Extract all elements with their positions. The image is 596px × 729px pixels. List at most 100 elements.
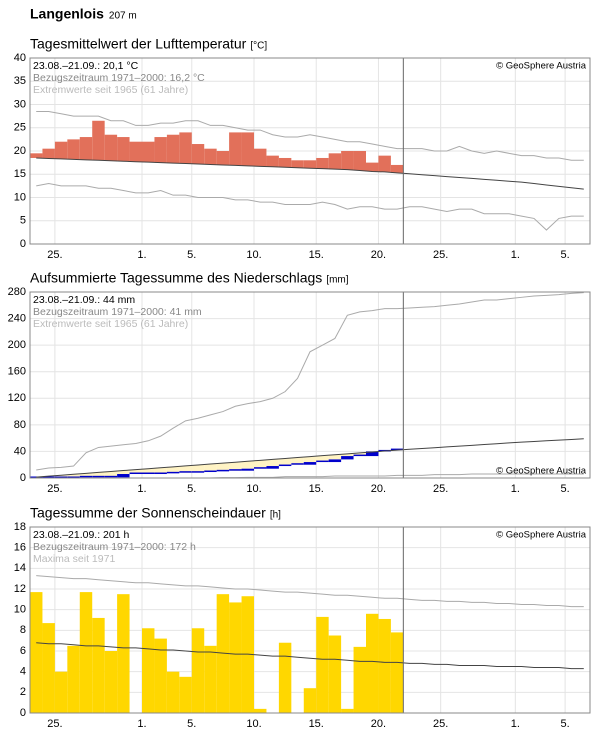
precip-step bbox=[254, 467, 267, 469]
bar bbox=[390, 164, 404, 173]
annotation: 23.08.–21.09.: 20,1 °C bbox=[33, 60, 139, 72]
y-tick-label: 40 bbox=[14, 52, 26, 64]
x-tick-label: 5. bbox=[187, 483, 196, 495]
bar bbox=[353, 646, 366, 713]
bar bbox=[216, 594, 230, 713]
x-tick-label: 5. bbox=[187, 249, 196, 261]
deficit-fill bbox=[191, 464, 205, 473]
x-tick-label: 1. bbox=[511, 718, 520, 729]
deficit-fill bbox=[353, 452, 366, 457]
bar bbox=[341, 151, 354, 170]
chart-unit: [h] bbox=[270, 510, 281, 521]
bar bbox=[142, 141, 155, 163]
deficit-fill bbox=[179, 465, 192, 473]
precip-step bbox=[79, 475, 93, 478]
deficit-fill bbox=[229, 462, 242, 471]
y-tick-label: 12 bbox=[14, 583, 26, 595]
bar bbox=[79, 137, 93, 160]
y-tick-label: 25 bbox=[14, 122, 26, 134]
deficit-fill bbox=[316, 455, 329, 463]
station-elevation: 207 m bbox=[109, 11, 137, 22]
x-tick-label: 25. bbox=[433, 249, 448, 261]
deficit-fill bbox=[254, 460, 267, 469]
x-tick-label: 10. bbox=[246, 718, 261, 729]
x-tick-label: 20. bbox=[371, 483, 386, 495]
bar bbox=[328, 153, 342, 170]
y-tick-label: 0 bbox=[20, 707, 26, 719]
bar bbox=[366, 162, 379, 172]
precip-step bbox=[266, 466, 279, 469]
y-tick-label: 120 bbox=[8, 392, 26, 404]
deficit-fill bbox=[303, 456, 317, 463]
annotation: Bezugszeitraum 1971–2000: 16,2 °C bbox=[33, 72, 205, 84]
y-tick-label: 280 bbox=[8, 286, 26, 298]
bar bbox=[79, 592, 93, 713]
bar bbox=[104, 651, 118, 713]
bar bbox=[254, 708, 267, 713]
bar bbox=[117, 137, 130, 162]
x-tick-label: 1. bbox=[137, 718, 146, 729]
y-tick-label: 18 bbox=[14, 521, 26, 533]
bar bbox=[30, 592, 43, 713]
bar bbox=[142, 628, 155, 713]
y-tick-label: 20 bbox=[14, 145, 26, 157]
bar bbox=[241, 132, 254, 166]
bar bbox=[179, 676, 192, 713]
deficit-fill bbox=[67, 474, 80, 478]
y-tick-label: 35 bbox=[14, 75, 26, 87]
bar bbox=[229, 132, 242, 166]
bar bbox=[316, 616, 329, 713]
bar bbox=[30, 153, 43, 158]
bar bbox=[54, 671, 68, 713]
x-tick-label: 25. bbox=[47, 483, 62, 495]
precip-step bbox=[67, 476, 80, 478]
bar bbox=[366, 613, 379, 713]
x-tick-label: 25. bbox=[47, 249, 62, 261]
max-line bbox=[36, 575, 584, 608]
deficit-fill bbox=[129, 469, 142, 475]
plot-frame bbox=[29, 526, 591, 714]
bar bbox=[166, 671, 180, 713]
precip-step bbox=[104, 475, 118, 478]
bar bbox=[179, 132, 192, 164]
bar bbox=[316, 157, 329, 169]
x-tick-label: 10. bbox=[246, 483, 261, 495]
x-tick-label: 20. bbox=[371, 249, 386, 261]
annotation: 23.08.–21.09.: 44 mm bbox=[33, 294, 135, 306]
copyright: © GeoSphere Austria bbox=[496, 61, 587, 72]
precip-step bbox=[229, 469, 242, 471]
chart-unit: [mm] bbox=[326, 275, 348, 286]
bar bbox=[303, 688, 317, 713]
x-tick-label: 5. bbox=[561, 718, 570, 729]
bar bbox=[390, 632, 404, 713]
x-tick-label: 15. bbox=[309, 718, 324, 729]
x-tick-label: 1. bbox=[137, 249, 146, 261]
precip-step bbox=[390, 448, 404, 451]
x-tick-label: 20. bbox=[371, 718, 386, 729]
x-tick-label: 5. bbox=[187, 718, 196, 729]
x-tick-label: 15. bbox=[309, 483, 324, 495]
precip-step bbox=[179, 471, 192, 473]
y-tick-label: 240 bbox=[8, 312, 26, 324]
bar bbox=[328, 635, 342, 713]
deficit-fill bbox=[79, 473, 93, 478]
x-tick-label: 15. bbox=[309, 249, 324, 261]
annotation: 23.08.–21.09.: 201 h bbox=[33, 529, 129, 541]
deficit-fill bbox=[142, 468, 155, 475]
annotation: Maxima seit 1971 bbox=[33, 553, 115, 565]
bar bbox=[254, 148, 267, 167]
precip-step bbox=[142, 472, 155, 475]
bar bbox=[291, 160, 304, 168]
precip-step bbox=[129, 472, 142, 475]
x-tick-label: 25. bbox=[433, 483, 448, 495]
normal-line bbox=[36, 642, 584, 670]
y-tick-label: 0 bbox=[20, 238, 26, 250]
bar bbox=[166, 134, 180, 164]
plot-frame bbox=[29, 57, 591, 245]
y-tick-label: 10 bbox=[14, 191, 26, 203]
y-tick-label: 15 bbox=[14, 168, 26, 180]
precip-step bbox=[30, 476, 43, 478]
bar bbox=[42, 623, 55, 713]
precip-step bbox=[291, 463, 304, 465]
